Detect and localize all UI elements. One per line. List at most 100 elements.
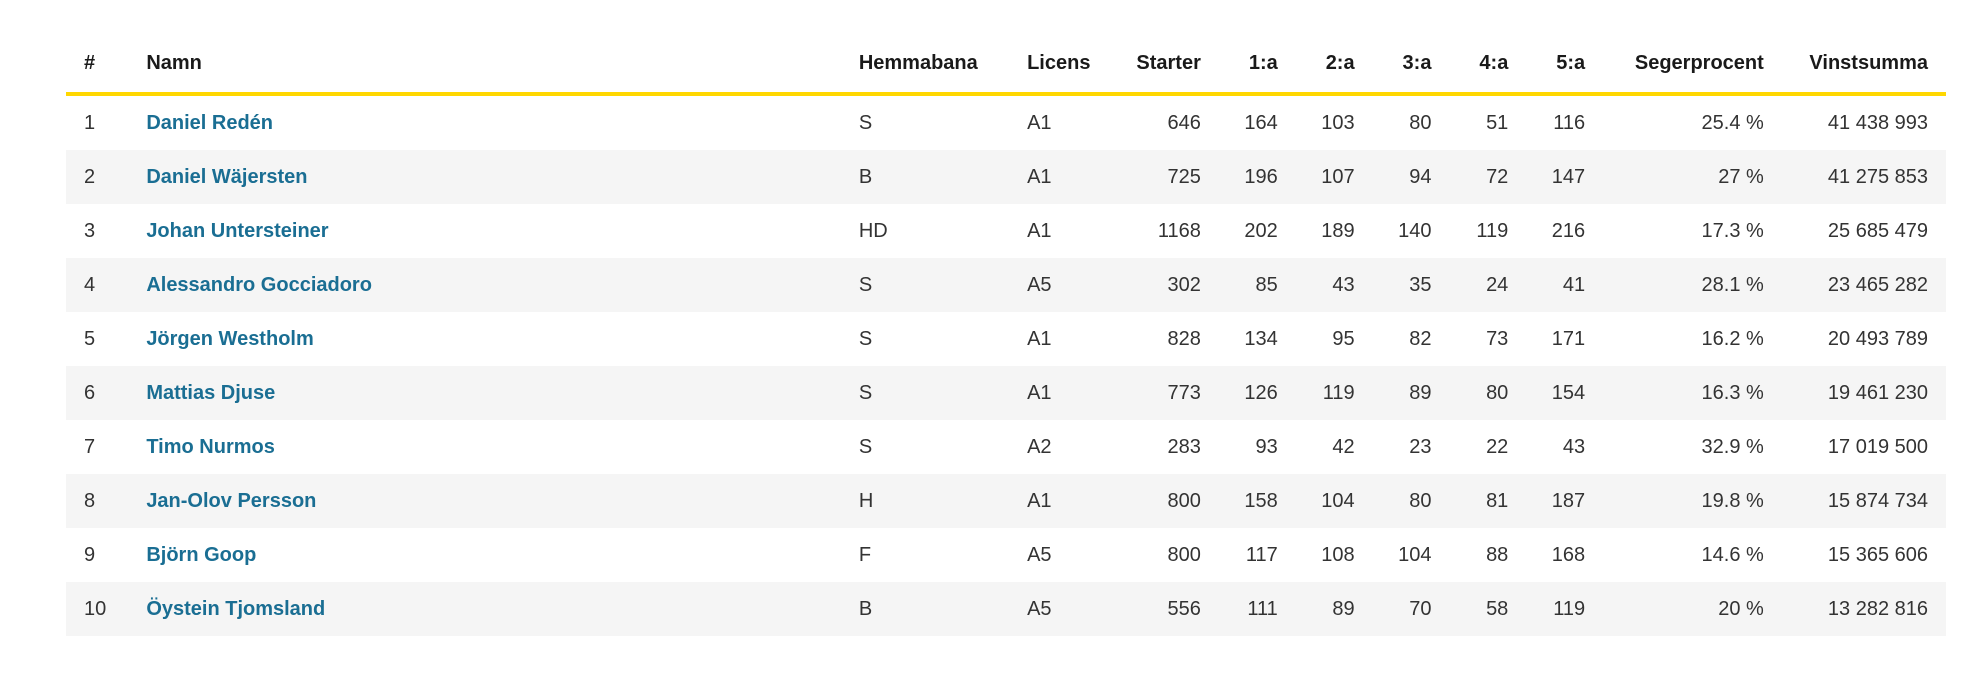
header-first[interactable]: 1:a — [1218, 34, 1296, 96]
cell-fifth: 116 — [1553, 111, 1586, 134]
cell-earnings: 13 282 816 — [1781, 582, 1946, 636]
cell-earnings: 19 461 230 — [1781, 366, 1946, 420]
cell-rank: 2 — [66, 150, 129, 204]
trainer-name-link[interactable]: Daniel Wäjersten — [146, 165, 308, 188]
header-license[interactable]: Licens — [1009, 34, 1109, 96]
header-win-percent[interactable]: Segerprocent — [1603, 34, 1782, 96]
cell-fourth: 22 — [1486, 435, 1509, 458]
cell-name: Alessandro Gocciadoro — [128, 258, 841, 312]
cell-license: A1 — [1027, 111, 1052, 134]
trainer-name-link[interactable]: Timo Nurmos — [146, 435, 275, 458]
cell-first: 134 — [1244, 327, 1278, 350]
trainer-name-link[interactable]: Johan Untersteiner — [146, 219, 329, 242]
cell-fifth: 43 — [1562, 435, 1586, 458]
cell-starts: 773 — [1108, 366, 1219, 420]
cell-name: Jan-Olov Persson — [128, 474, 841, 528]
cell-starts: 725 — [1108, 150, 1219, 204]
cell-fourth: 58 — [1449, 582, 1527, 636]
cell-win-percent: 16.3 % — [1603, 366, 1782, 420]
cell-fourth: 80 — [1449, 366, 1527, 420]
cell-win-percent: 25.4 % — [1701, 111, 1764, 134]
cell-fifth: 147 — [1526, 150, 1604, 204]
cell-earnings: 17 019 500 — [1827, 435, 1928, 458]
table-row: 8 Jan-Olov Persson H A1 800 158 104 80 81 187 19.8… — [66, 474, 1946, 528]
trainer-name-link[interactable]: Alessandro Gocciadoro — [146, 273, 372, 296]
cell-second: 108 — [1321, 543, 1355, 566]
header-fifth[interactable]: 5:a — [1526, 34, 1604, 96]
cell-license: A2 — [1027, 435, 1052, 458]
cell-fourth: 73 — [1486, 327, 1509, 350]
cell-fourth: 119 — [1476, 219, 1509, 242]
header-home-track[interactable]: Hemmabana — [840, 34, 1010, 96]
cell-name: Mattias Djuse — [128, 366, 841, 420]
cell-license: A1 — [1009, 366, 1109, 420]
cell-win-percent: 20 % — [1603, 582, 1782, 636]
cell-fifth: 154 — [1526, 366, 1604, 420]
trainer-name-link[interactable]: Jörgen Westholm — [146, 327, 314, 350]
cell-home-track: S — [858, 327, 873, 350]
header-third[interactable]: 3:a — [1372, 34, 1450, 96]
cell-fifth: 41 — [1526, 258, 1604, 312]
cell-rank: 7 — [84, 435, 96, 458]
cell-name: Björn Goop — [128, 528, 841, 582]
cell-rank: 6 — [66, 366, 129, 420]
cell-starts: 800 — [1108, 474, 1219, 528]
cell-license: A1 — [1027, 327, 1052, 350]
cell-home-track: S — [858, 111, 873, 134]
cell-starts: 1168 — [1157, 219, 1201, 242]
trainer-name-link[interactable]: Mattias Djuse — [146, 381, 276, 404]
cell-fourth: 88 — [1486, 543, 1509, 566]
cell-first: 164 — [1244, 111, 1278, 134]
cell-home-track: B — [840, 150, 1010, 204]
cell-third: 89 — [1372, 366, 1450, 420]
cell-third: 140 — [1398, 219, 1432, 242]
header-fourth[interactable]: 4:a — [1449, 34, 1527, 96]
cell-rank: 4 — [66, 258, 129, 312]
header-starts[interactable]: Starter — [1108, 34, 1219, 96]
cell-third: 94 — [1372, 150, 1450, 204]
cell-name: Timo Nurmos — [128, 420, 841, 474]
trainer-name-link[interactable]: Daniel Redén — [146, 111, 274, 134]
cell-license: A5 — [1009, 582, 1109, 636]
cell-fifth: 119 — [1526, 582, 1604, 636]
cell-rank: 1 — [84, 111, 96, 134]
cell-starts: 828 — [1167, 327, 1201, 350]
cell-fifth: 171 — [1551, 327, 1586, 350]
cell-third: 23 — [1409, 435, 1432, 458]
table-row: 4 Alessandro Gocciadoro S A5 302 85 43 35 24 41 28… — [66, 258, 1946, 312]
cell-fifth: 216 — [1551, 219, 1586, 242]
cell-second: 89 — [1295, 582, 1373, 636]
cell-earnings: 15 365 606 — [1827, 543, 1928, 566]
trainer-ranking-table: # Namn Hemmabana Licens Starter 1:a 2:a … — [66, 34, 1946, 636]
cell-first: 85 — [1218, 258, 1296, 312]
trainer-name-link[interactable]: Björn Goop — [146, 543, 257, 566]
cell-win-percent: 28.1 % — [1603, 258, 1782, 312]
header-second[interactable]: 2:a — [1295, 34, 1373, 96]
cell-home-track: H — [840, 474, 1010, 528]
cell-name: Daniel Redén — [128, 94, 841, 150]
cell-first: 117 — [1245, 543, 1278, 566]
header-name[interactable]: Namn — [128, 34, 841, 96]
cell-earnings: 41 275 853 — [1781, 150, 1946, 204]
cell-win-percent: 27 % — [1603, 150, 1782, 204]
table-row: 7 Timo Nurmos S A2 283 93 42 23 22 43 32.9 % 17 019… — [66, 420, 1946, 474]
trainer-name-link[interactable]: Öystein Tjomsland — [146, 597, 326, 620]
cell-home-track: F — [858, 543, 872, 566]
cell-earnings: 20 493 789 — [1827, 327, 1928, 350]
header-earnings[interactable]: Vinstsumma — [1781, 34, 1946, 96]
cell-fifth: 187 — [1526, 474, 1604, 528]
header-rank[interactable]: # — [66, 34, 129, 96]
cell-third: 80 — [1409, 111, 1432, 134]
cell-third: 35 — [1372, 258, 1450, 312]
cell-fourth: 24 — [1449, 258, 1527, 312]
cell-home-track: HD — [858, 219, 888, 242]
cell-second: 107 — [1295, 150, 1373, 204]
cell-home-track: S — [840, 366, 1010, 420]
cell-name: Jörgen Westholm — [128, 312, 841, 366]
trainer-ranking-table-wrapper: # Namn Hemmabana Licens Starter 1:a 2:a … — [66, 34, 1946, 636]
trainer-name-link[interactable]: Jan-Olov Persson — [146, 489, 317, 512]
cell-win-percent: 16.2 % — [1701, 327, 1764, 350]
table-header: # Namn Hemmabana Licens Starter 1:a 2:a … — [66, 34, 1946, 96]
cell-fourth: 72 — [1449, 150, 1527, 204]
cell-license: A5 — [1027, 543, 1052, 566]
